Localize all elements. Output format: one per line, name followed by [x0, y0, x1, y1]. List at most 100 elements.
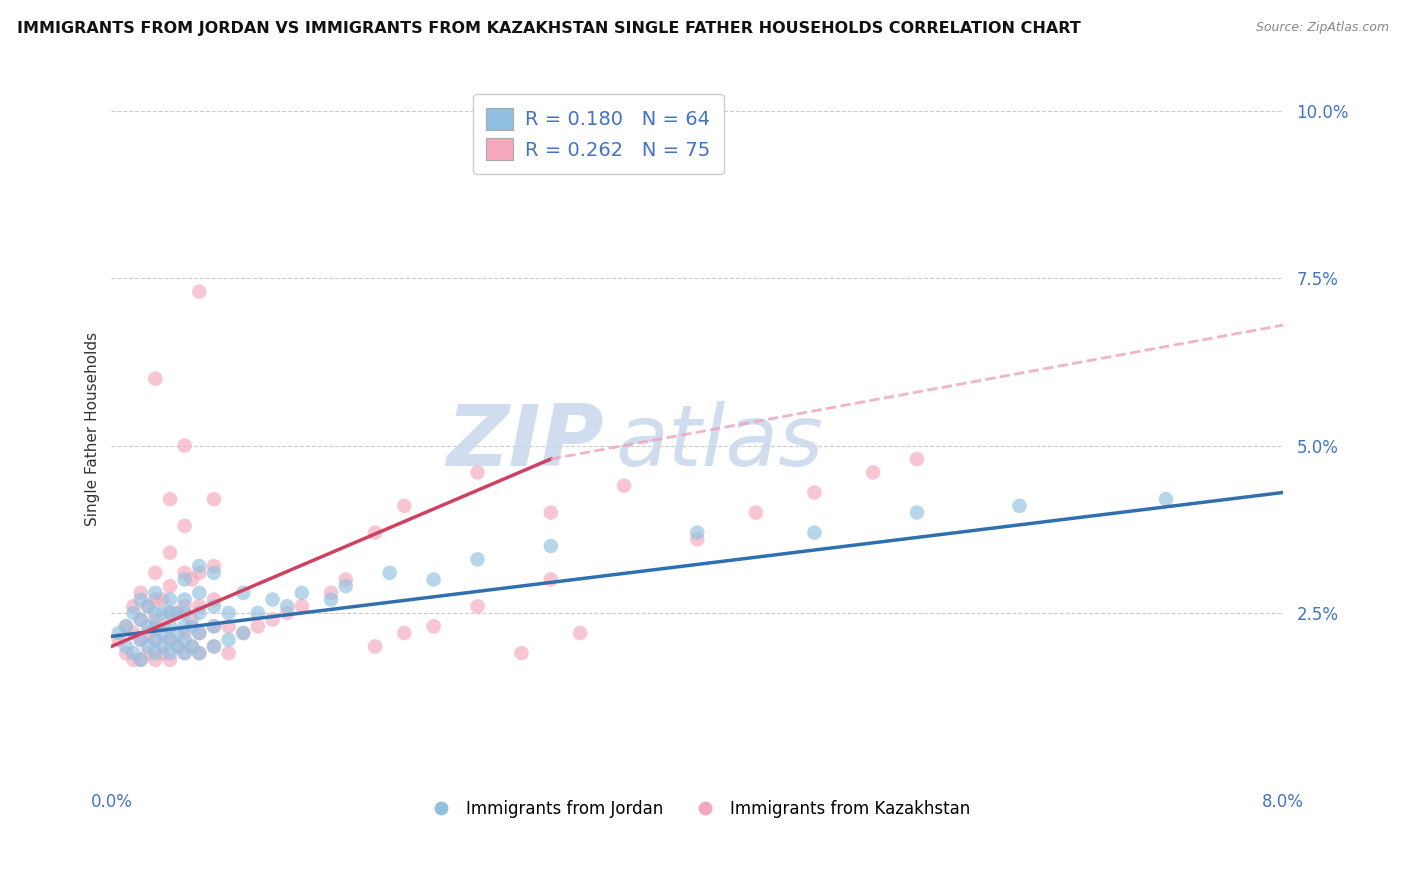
Point [173, 619, 195, 633]
Point [202, 599, 225, 614]
Point [188, 599, 211, 614]
Point [686, 533, 709, 547]
Point [173, 519, 195, 533]
Point [232, 626, 254, 640]
Point [862, 466, 884, 480]
Point [115, 619, 138, 633]
Point [122, 653, 145, 667]
Text: ZIP: ZIP [446, 401, 603, 484]
Point [1008, 499, 1031, 513]
Point [129, 653, 152, 667]
Point [540, 539, 562, 553]
Point [136, 599, 159, 614]
Point [319, 586, 342, 600]
Point [129, 632, 152, 647]
Point [188, 285, 211, 299]
Point [173, 566, 195, 580]
Point [143, 632, 166, 647]
Point [152, 646, 174, 660]
Point [202, 559, 225, 574]
Point [122, 599, 145, 614]
Point [364, 525, 387, 540]
Point [202, 492, 225, 507]
Point [159, 646, 181, 660]
Point [394, 499, 416, 513]
Point [107, 632, 129, 647]
Point [143, 586, 166, 600]
Point [173, 646, 195, 660]
Point [136, 619, 159, 633]
Point [232, 586, 254, 600]
Point [143, 632, 166, 647]
Point [202, 640, 225, 654]
Point [129, 653, 152, 667]
Point [181, 573, 204, 587]
Point [181, 640, 204, 654]
Point [143, 592, 166, 607]
Point [173, 599, 195, 614]
Point [181, 640, 204, 654]
Point [188, 646, 211, 660]
Point [803, 485, 825, 500]
Point [107, 626, 129, 640]
Point [166, 640, 188, 654]
Point [905, 452, 928, 467]
Point [335, 579, 357, 593]
Point [159, 606, 181, 620]
Point [276, 606, 298, 620]
Point [188, 646, 211, 660]
Point [166, 606, 188, 620]
Point [276, 599, 298, 614]
Point [291, 586, 314, 600]
Point [173, 626, 195, 640]
Point [143, 606, 166, 620]
Point [540, 506, 562, 520]
Point [152, 626, 174, 640]
Point [159, 492, 181, 507]
Point [246, 606, 269, 620]
Point [115, 640, 138, 654]
Point [246, 619, 269, 633]
Point [166, 640, 188, 654]
Point [202, 619, 225, 633]
Point [188, 606, 211, 620]
Point [510, 646, 533, 660]
Point [173, 646, 195, 660]
Point [202, 619, 225, 633]
Point [905, 506, 928, 520]
Point [115, 619, 138, 633]
Point [152, 592, 174, 607]
Point [1154, 492, 1177, 507]
Point [166, 626, 188, 640]
Point [143, 653, 166, 667]
Point [136, 640, 159, 654]
Point [159, 592, 181, 607]
Point [467, 466, 489, 480]
Point [143, 566, 166, 580]
Point [188, 626, 211, 640]
Point [202, 566, 225, 580]
Point [569, 626, 592, 640]
Point [467, 552, 489, 566]
Point [218, 646, 240, 660]
Point [129, 586, 152, 600]
Point [181, 613, 204, 627]
Point [159, 619, 181, 633]
Point [136, 599, 159, 614]
Point [188, 586, 211, 600]
Point [152, 640, 174, 654]
Point [188, 566, 211, 580]
Point [136, 626, 159, 640]
Point [188, 626, 211, 640]
Point [159, 653, 181, 667]
Point [202, 592, 225, 607]
Point [129, 613, 152, 627]
Point [218, 619, 240, 633]
Point [394, 626, 416, 640]
Point [129, 613, 152, 627]
Point [136, 646, 159, 660]
Point [159, 606, 181, 620]
Point [143, 613, 166, 627]
Point [422, 573, 444, 587]
Point [159, 632, 181, 647]
